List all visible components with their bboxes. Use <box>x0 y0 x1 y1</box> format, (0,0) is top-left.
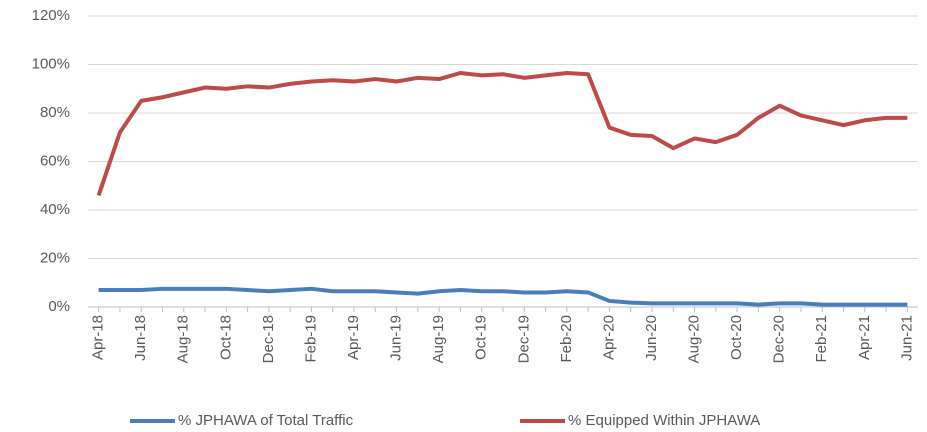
x-tick-label: Oct-19 <box>473 315 490 360</box>
y-tick-label: 20% <box>40 249 70 266</box>
x-tick-label: Apr-20 <box>600 315 617 360</box>
y-tick-label: 60% <box>40 152 70 169</box>
x-tick-label: Oct-18 <box>217 315 234 360</box>
y-tick-label: 80% <box>40 104 70 121</box>
x-tick-label: Oct-20 <box>728 315 745 360</box>
y-tick-label: 40% <box>40 201 70 218</box>
x-tick-label: Jun-19 <box>388 315 405 361</box>
series-line <box>98 286 908 307</box>
y-tick-label: 0% <box>48 298 70 315</box>
series-line <box>96 70 908 197</box>
legend-label: % Equipped Within JPHAWA <box>568 412 760 429</box>
x-tick-label: Dec-20 <box>771 315 788 363</box>
x-tick-label: Jun-20 <box>643 315 660 361</box>
x-tick-label: Aug-20 <box>686 315 703 363</box>
x-tick-label: Dec-18 <box>260 315 277 363</box>
y-tick-label: 100% <box>32 55 70 72</box>
x-tick-label: Aug-19 <box>430 315 447 363</box>
x-tick-label: Apr-18 <box>90 315 107 360</box>
x-tick-label: Apr-21 <box>856 315 873 360</box>
x-tick-label: Apr-19 <box>345 315 362 360</box>
x-tick-label: Feb-19 <box>302 315 319 363</box>
legend-label: % JPHAWA of Total Traffic <box>178 412 354 429</box>
x-tick-label: Jun-21 <box>898 315 915 361</box>
x-tick-label: Dec-19 <box>515 315 532 363</box>
x-tick-label: Feb-21 <box>813 315 830 363</box>
y-tick-label: 120% <box>32 7 70 24</box>
x-tick-label: Feb-20 <box>558 315 575 363</box>
x-tick-label: Jun-18 <box>132 315 149 361</box>
x-tick-label: Aug-18 <box>175 315 192 363</box>
